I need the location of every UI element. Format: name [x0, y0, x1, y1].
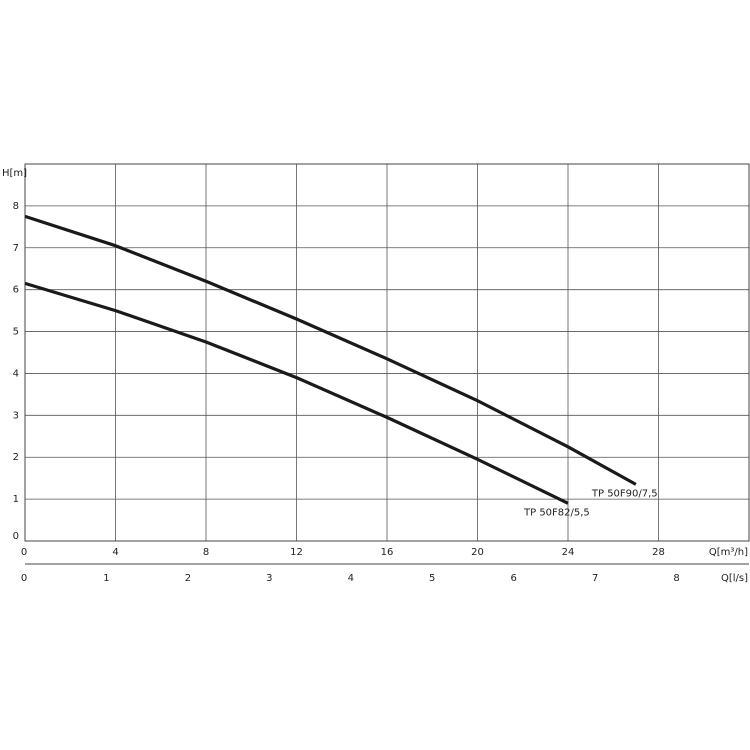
- grid: [25, 164, 749, 541]
- series-label-1: TP 50F90/7,5: [591, 488, 658, 499]
- x2-tick-label: 4: [348, 573, 354, 584]
- x-tick-label: 28: [652, 547, 665, 558]
- x2-tick-label: 8: [673, 573, 679, 584]
- y-tick-label: 3: [13, 410, 19, 421]
- y-tick-label: 6: [13, 285, 19, 296]
- x2-tick-label: 2: [185, 573, 191, 584]
- x2-tick-label: 7: [592, 573, 598, 584]
- series-label-2: TP 50F82/5,5: [523, 507, 590, 518]
- series-line-2: [24, 281, 569, 505]
- y-tick-label: 4: [13, 368, 19, 379]
- y-tick-label: 0: [13, 531, 19, 542]
- x-tick-label: 4: [112, 547, 118, 558]
- x2-tick-label: 1: [103, 573, 109, 584]
- y-tick-label: 5: [13, 327, 19, 338]
- y-axis-label: H[m]: [2, 168, 27, 179]
- secondary-x-axis: 0 1 2 3 4 5 6 7 8: [21, 563, 749, 584]
- x-tick-label: 20: [471, 547, 484, 558]
- plot-frame: [24, 163, 750, 542]
- x2-tick-label: 3: [266, 573, 272, 584]
- x2-tick-label: 6: [511, 573, 517, 584]
- y-tick-label: 8: [13, 201, 19, 212]
- secondary-x-axis-label: Q[l/s]: [721, 573, 748, 584]
- y-tick-label: 1: [13, 494, 19, 505]
- y-tick-label: 2: [13, 452, 19, 463]
- x2-tick-label: 5: [429, 573, 435, 584]
- y-axis-ticks: 0 1 2 3 4 5 6 7 8: [13, 201, 19, 542]
- x-tick-label: 24: [562, 547, 575, 558]
- x-tick-label: 12: [290, 547, 303, 558]
- series-line-1: [24, 214, 637, 486]
- x-axis-ticks: 0 4 8 12 16 20 24 28: [21, 547, 665, 558]
- x-tick-label: 8: [203, 547, 209, 558]
- x-axis-label: Q[m³/h]: [709, 547, 748, 558]
- y-tick-label: 7: [13, 243, 19, 254]
- series-group: TP 50F90/7,5TP 50F82/5,5: [24, 214, 658, 518]
- x-tick-label: 0: [21, 547, 27, 558]
- x-tick-label: 16: [381, 547, 394, 558]
- x2-tick-label: 0: [21, 573, 27, 584]
